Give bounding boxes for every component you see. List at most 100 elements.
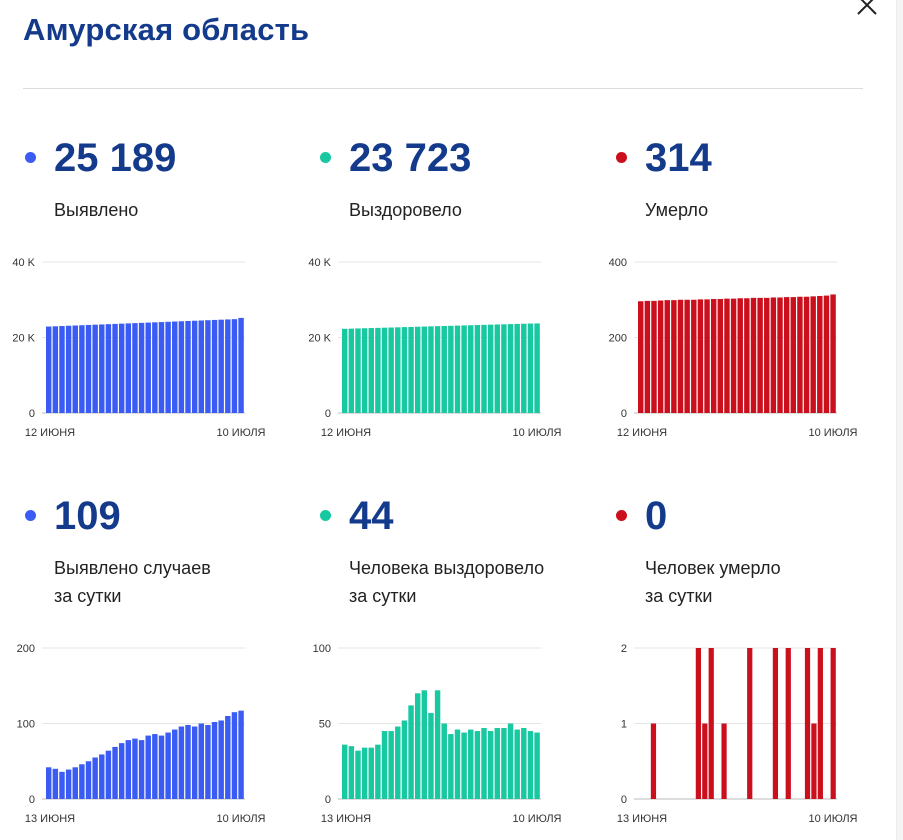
- chart-bar[interactable]: [474, 731, 481, 799]
- chart-bar[interactable]: [764, 297, 770, 413]
- chart-bar[interactable]: [395, 327, 401, 413]
- chart-bar[interactable]: [211, 721, 218, 799]
- chart-bar[interactable]: [218, 720, 224, 799]
- chart-bar[interactable]: [434, 690, 441, 799]
- chart-bar[interactable]: [474, 325, 481, 413]
- chart-bar[interactable]: [772, 648, 779, 799]
- chart-bar[interactable]: [185, 725, 191, 799]
- chart-bar[interactable]: [514, 729, 520, 799]
- chart-bar[interactable]: [375, 327, 381, 413]
- chart-bar[interactable]: [421, 326, 428, 413]
- chart-bar[interactable]: [191, 320, 198, 413]
- chart-bar[interactable]: [158, 322, 165, 413]
- chart-bar[interactable]: [395, 726, 401, 799]
- chart-bar[interactable]: [225, 715, 231, 799]
- chart-bar[interactable]: [830, 648, 836, 799]
- chart-bar[interactable]: [388, 731, 394, 799]
- chart-bar[interactable]: [52, 326, 59, 413]
- chart-bar[interactable]: [118, 743, 125, 799]
- close-icon[interactable]: [852, 0, 882, 20]
- chart-bar[interactable]: [79, 325, 85, 413]
- chart-bar[interactable]: [132, 738, 138, 799]
- chart-bar[interactable]: [721, 723, 727, 800]
- chart-bar[interactable]: [677, 299, 684, 413]
- chart-bar[interactable]: [368, 328, 374, 413]
- chart-bar[interactable]: [657, 300, 664, 413]
- chart-bar[interactable]: [448, 734, 454, 799]
- chart-bar[interactable]: [481, 324, 487, 413]
- chart-bar[interactable]: [797, 296, 803, 413]
- chart-bar[interactable]: [361, 328, 368, 413]
- chart-bar[interactable]: [46, 326, 52, 413]
- chart-bar[interactable]: [65, 325, 72, 413]
- scrollbar-track[interactable]: [896, 0, 903, 840]
- chart-bar[interactable]: [381, 327, 388, 413]
- chart-bar[interactable]: [710, 298, 717, 413]
- chart-bar[interactable]: [697, 299, 704, 413]
- chart-bar[interactable]: [790, 297, 796, 413]
- chart-bar[interactable]: [428, 712, 434, 799]
- chart-bar[interactable]: [684, 299, 690, 413]
- chart-bar[interactable]: [730, 298, 737, 413]
- chart-bar[interactable]: [428, 326, 434, 413]
- chart-bar[interactable]: [737, 298, 743, 413]
- chart-bar[interactable]: [172, 321, 178, 413]
- chart-bar[interactable]: [487, 324, 494, 413]
- chart-bar[interactable]: [468, 325, 474, 413]
- chart-bar[interactable]: [830, 294, 836, 413]
- chart-bar[interactable]: [85, 324, 92, 413]
- chart-bar[interactable]: [770, 297, 777, 413]
- chart-bar[interactable]: [85, 761, 92, 799]
- chart-bar[interactable]: [99, 754, 105, 799]
- chart-bar[interactable]: [231, 712, 238, 799]
- chart-bar[interactable]: [46, 767, 52, 799]
- chart-bar[interactable]: [145, 735, 151, 799]
- chart-bar[interactable]: [708, 648, 714, 799]
- chart-bar[interactable]: [191, 726, 198, 799]
- chart-bar[interactable]: [185, 321, 191, 413]
- chart-bar[interactable]: [804, 648, 811, 799]
- chart-bar[interactable]: [178, 321, 185, 413]
- chart-bar[interactable]: [72, 767, 78, 799]
- chart-bar[interactable]: [461, 732, 467, 799]
- chart-bar[interactable]: [152, 734, 158, 799]
- chart-bar[interactable]: [823, 295, 830, 413]
- chart-bar[interactable]: [132, 323, 138, 413]
- chart-bar[interactable]: [145, 322, 151, 413]
- chart-bar[interactable]: [52, 768, 59, 799]
- chart-bar[interactable]: [59, 771, 65, 799]
- chart-bar[interactable]: [205, 725, 211, 799]
- chart-bar[interactable]: [717, 298, 724, 413]
- chart-bar[interactable]: [468, 729, 474, 799]
- chart-bar[interactable]: [777, 297, 783, 413]
- chart-bar[interactable]: [481, 728, 487, 799]
- chart-bar[interactable]: [783, 297, 790, 413]
- chart-bar[interactable]: [650, 723, 657, 800]
- chart-bar[interactable]: [785, 648, 791, 799]
- chart-bar[interactable]: [664, 300, 670, 413]
- chart-bar[interactable]: [211, 319, 218, 413]
- chart-bar[interactable]: [65, 769, 72, 799]
- chart-bar[interactable]: [125, 740, 132, 799]
- chart-bar[interactable]: [414, 326, 421, 413]
- chart-bar[interactable]: [811, 723, 817, 800]
- chart-bar[interactable]: [810, 296, 816, 413]
- chart-bar[interactable]: [348, 328, 355, 413]
- chart-bar[interactable]: [441, 325, 447, 413]
- chart-bar[interactable]: [501, 324, 507, 413]
- chart-bar[interactable]: [198, 320, 204, 413]
- chart-bar[interactable]: [644, 300, 651, 413]
- chart-bar[interactable]: [461, 325, 467, 413]
- chart-bar[interactable]: [494, 728, 500, 799]
- chart-bar[interactable]: [757, 297, 763, 413]
- chart-bar[interactable]: [695, 648, 701, 799]
- chart-bar[interactable]: [527, 323, 534, 413]
- chart-bar[interactable]: [231, 319, 238, 413]
- chart-bar[interactable]: [651, 300, 657, 413]
- chart-bar[interactable]: [355, 750, 361, 799]
- chart-bar[interactable]: [388, 327, 394, 413]
- chart-bar[interactable]: [421, 690, 428, 799]
- chart-bar[interactable]: [205, 320, 211, 413]
- chart-bar[interactable]: [817, 648, 823, 799]
- chart-bar[interactable]: [671, 300, 677, 413]
